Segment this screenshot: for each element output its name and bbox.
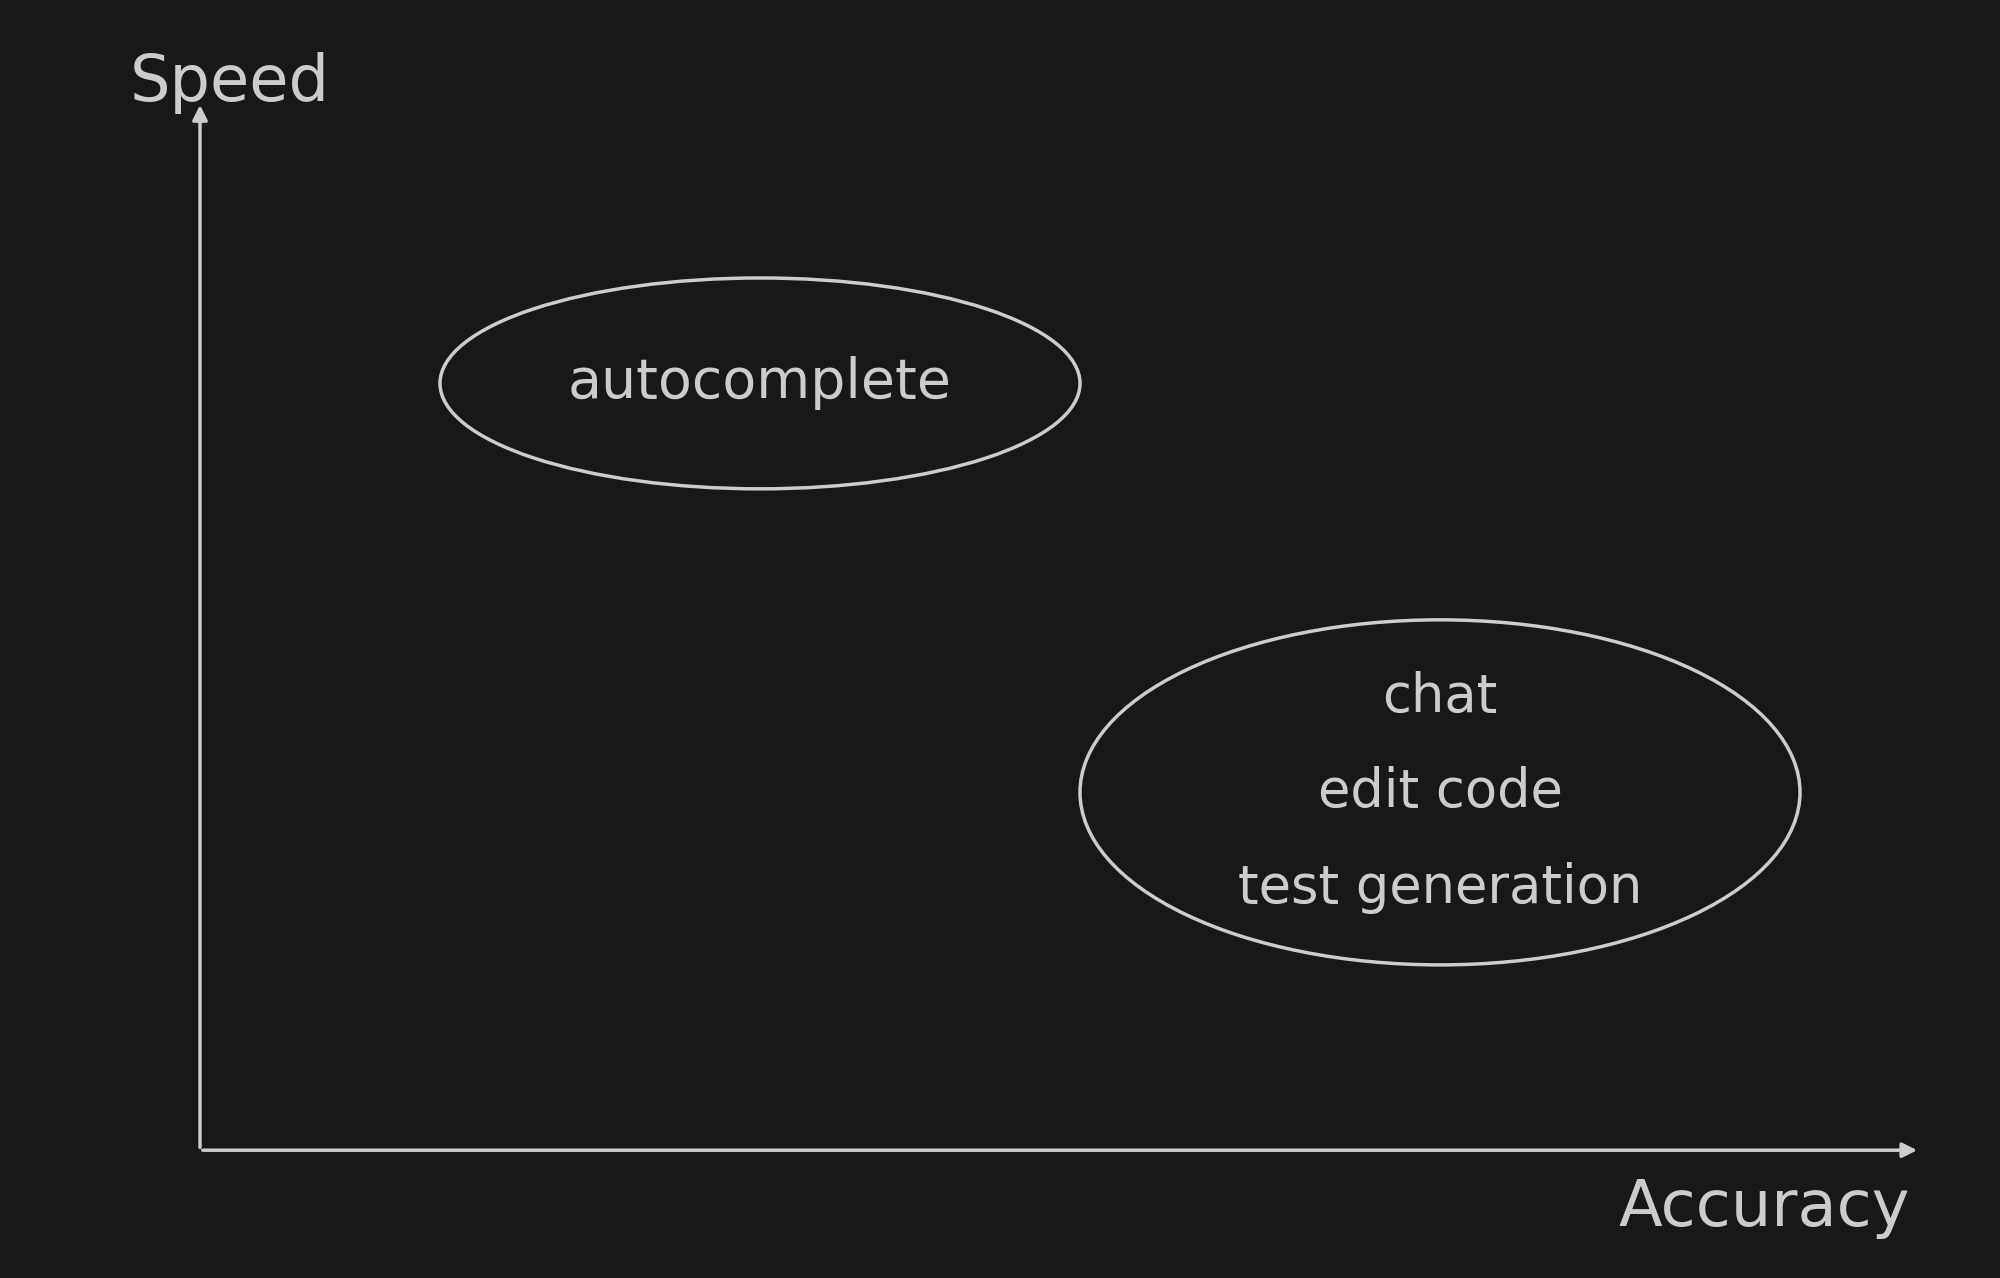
Text: autocomplete: autocomplete — [568, 357, 952, 410]
Text: edit code: edit code — [1318, 767, 1562, 818]
Text: Accuracy: Accuracy — [1618, 1177, 1910, 1238]
Text: chat: chat — [1382, 671, 1498, 722]
Text: Speed: Speed — [130, 52, 330, 114]
Text: test generation: test generation — [1238, 863, 1642, 914]
